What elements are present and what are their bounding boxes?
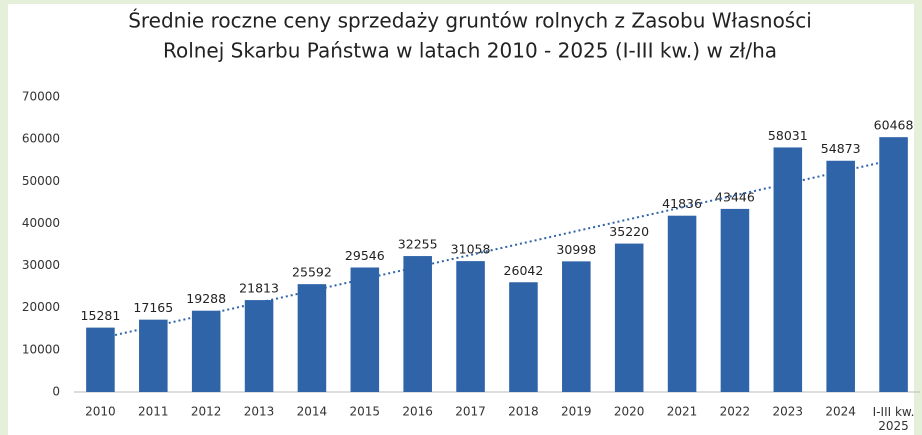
- y-tick-label: 10000: [22, 342, 60, 356]
- x-tick-label: 2022: [720, 405, 751, 419]
- chart-title: Rolnej Skarbu Państwa w latach 2010 - 20…: [163, 39, 777, 63]
- bar: [297, 284, 327, 392]
- trend-line: [100, 158, 894, 340]
- bar: [509, 282, 538, 392]
- x-tick-label: 2020: [614, 405, 645, 419]
- chart-title: Średnie roczne ceny sprzedaży gruntów ro…: [128, 9, 812, 33]
- bar: [720, 208, 750, 392]
- x-tick-label: 2018: [508, 405, 539, 419]
- data-label: 32255: [398, 237, 438, 252]
- bar: [139, 319, 168, 392]
- bar: [350, 267, 380, 392]
- data-label: 41836: [662, 196, 702, 211]
- y-tick-label: 30000: [22, 258, 60, 272]
- x-tick-label: 2023: [773, 405, 804, 419]
- x-tick-label: 2024: [825, 405, 856, 419]
- bar: [86, 327, 115, 392]
- bar: [456, 261, 485, 392]
- data-label: 43446: [715, 189, 755, 204]
- data-label: 17165: [133, 300, 173, 315]
- data-label: 31058: [451, 242, 491, 257]
- data-label: 25592: [292, 265, 332, 280]
- bar: [879, 137, 908, 392]
- bar: [667, 215, 697, 392]
- data-label: 60468: [874, 118, 914, 133]
- data-label: 58031: [768, 128, 808, 143]
- x-tick-label: 2017: [455, 405, 486, 419]
- x-tick-label: 2021: [667, 405, 698, 419]
- y-tick-label: 50000: [22, 174, 60, 188]
- x-tick-label: 2016: [402, 405, 433, 419]
- data-label: 30998: [556, 242, 596, 257]
- bar: [562, 261, 591, 392]
- x-tick-label: 2012: [191, 405, 222, 419]
- x-tick-label: 2019: [561, 405, 592, 419]
- y-tick-label: 20000: [22, 300, 60, 314]
- bar: [244, 300, 274, 392]
- data-label: 26042: [504, 263, 544, 278]
- y-tick-label: 0: [52, 385, 60, 399]
- x-tick-label: 2011: [138, 405, 169, 419]
- y-tick-label: 60000: [22, 132, 60, 146]
- bar: [773, 147, 803, 392]
- data-label: 54873: [821, 141, 861, 156]
- x-tick-label: 2013: [244, 405, 275, 419]
- bar: [614, 243, 644, 392]
- bar: [826, 160, 855, 392]
- y-tick-label: 70000: [22, 90, 60, 104]
- bar: [191, 310, 221, 392]
- data-label: 35220: [609, 224, 649, 239]
- x-tick-label: 2014: [297, 405, 328, 419]
- data-label: 15281: [81, 308, 121, 323]
- data-label: 19288: [186, 291, 226, 306]
- x-tick-label: 2015: [350, 405, 381, 419]
- bar: [403, 256, 432, 392]
- data-label: 29546: [345, 248, 385, 263]
- x-tick-label: 2010: [85, 405, 116, 419]
- y-tick-label: 40000: [22, 216, 60, 230]
- data-label: 21813: [239, 281, 279, 296]
- x-tick-label: I-III kw. 2025: [873, 405, 915, 433]
